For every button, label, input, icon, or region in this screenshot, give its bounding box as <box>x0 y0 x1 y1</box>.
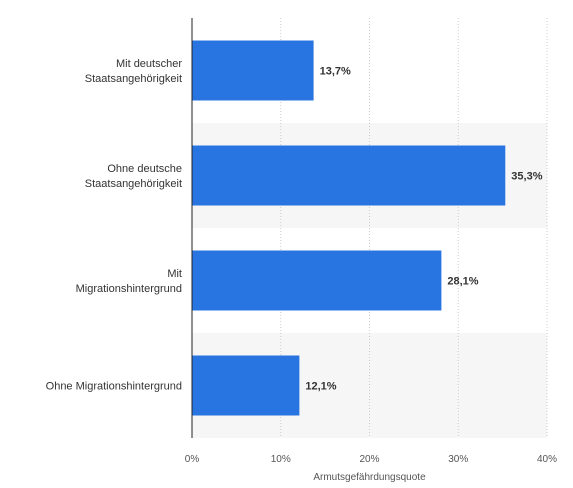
bar <box>192 355 300 416</box>
value-labels: 13,7% 35,3% 28,1% 12,1% <box>305 66 542 393</box>
bar <box>192 145 506 206</box>
x-tick-label: 20% <box>359 454 379 465</box>
value-label: 28,1% <box>447 276 478 288</box>
bar <box>192 40 314 101</box>
value-label: 13,7% <box>320 66 351 78</box>
x-axis-title: Armutsgefährdungsquote <box>313 472 426 483</box>
x-tick-label: 10% <box>271 454 291 465</box>
x-tick-labels: 0% 10% 20% 30% 40% <box>185 454 557 465</box>
category-label: Mit Migrationshintergrund <box>76 268 182 295</box>
category-label-line: Staatsangehörigkeit <box>85 73 182 85</box>
category-label-line: Migrationshintergrund <box>76 283 182 295</box>
category-label-line: Mit <box>167 268 182 280</box>
category-label: Mit deutscher Staatsangehörigkeit <box>85 58 183 85</box>
category-label: Ohne Migrationshintergrund <box>46 381 182 393</box>
bar-series <box>192 40 506 416</box>
category-label-line: Mit deutscher <box>116 58 182 70</box>
bar <box>192 250 442 311</box>
category-label-line: Ohne deutsche <box>107 163 182 175</box>
x-tick-label: 0% <box>185 454 200 465</box>
category-label: Ohne deutsche Staatsangehörigkeit <box>85 163 182 190</box>
value-label: 35,3% <box>511 171 542 183</box>
x-tick-label: 40% <box>537 454 557 465</box>
category-label-line: Staatsangehörigkeit <box>85 178 182 190</box>
x-tick-label: 30% <box>448 454 468 465</box>
category-label-line: Ohne Migrationshintergrund <box>46 381 182 393</box>
value-label: 12,1% <box>305 381 336 393</box>
